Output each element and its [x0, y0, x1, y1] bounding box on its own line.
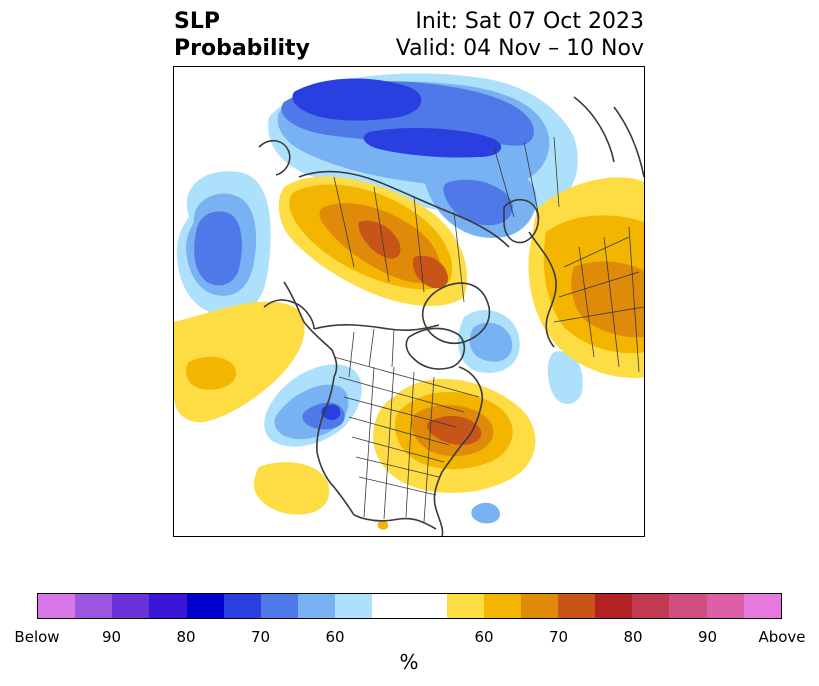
- colorbar-segment: [112, 594, 150, 618]
- colorbar-segment: [38, 594, 76, 618]
- polar-map: [173, 66, 645, 537]
- forecast-dates: Init: Sat 07 Oct 2023 Valid: 04 Nov – 10…: [396, 8, 644, 62]
- colorbar-segment: [483, 594, 521, 618]
- colorbar-segment: [595, 594, 633, 618]
- coastlines: [258, 96, 644, 536]
- colorbar-segment: [297, 594, 336, 618]
- colorbar-segment: [223, 594, 261, 618]
- colorbar-segment: [706, 594, 744, 618]
- init-date: Init: Sat 07 Oct 2023: [415, 9, 644, 34]
- colorbar-tick-label: 90: [697, 628, 718, 646]
- colorbar-tick-label: Above: [758, 628, 806, 646]
- map-title: SLP Probability: [174, 8, 310, 62]
- above-region-central-pacific: [174, 301, 305, 423]
- title-line-2: Probability: [174, 36, 310, 61]
- above-normal-regions: [174, 176, 644, 530]
- colorbar-unit-label: %: [399, 650, 419, 674]
- colorbar-segment: [669, 594, 707, 618]
- colorbar-tick-label: Below: [14, 628, 60, 646]
- colorbar-tick-label: 80: [623, 628, 643, 646]
- probability-colorbar: [37, 593, 782, 619]
- colorbar-segment: [557, 594, 596, 618]
- colorbar-tick-label: 70: [250, 628, 271, 646]
- title-line-1: SLP: [174, 9, 220, 34]
- colorbar-tick-label: 60: [474, 628, 494, 646]
- colorbar-segment: [75, 594, 113, 618]
- colorbar-segment: [186, 594, 224, 618]
- colorbar-segment: [520, 594, 558, 618]
- below-normal-regions: [176, 73, 583, 524]
- colorbar-segment: [335, 594, 373, 618]
- colorbar-segment: [632, 594, 670, 618]
- map-canvas: [174, 73, 644, 536]
- colorbar-tick-label: 70: [548, 628, 569, 646]
- colorbar-segment: [149, 594, 187, 618]
- colorbar-segment: [260, 594, 298, 618]
- colorbar-segment: [446, 594, 484, 618]
- colorbar-tick-label: 80: [176, 628, 196, 646]
- political-borders: [333, 136, 644, 523]
- colorbar-segment: [743, 594, 781, 618]
- colorbar-tick-label: 60: [325, 628, 345, 646]
- colorbar-segment: [372, 594, 410, 618]
- colorbar-tick-label: 90: [101, 628, 122, 646]
- valid-date-range: Valid: 04 Nov – 10 Nov: [395, 36, 644, 61]
- colorbar-segment: [409, 594, 447, 618]
